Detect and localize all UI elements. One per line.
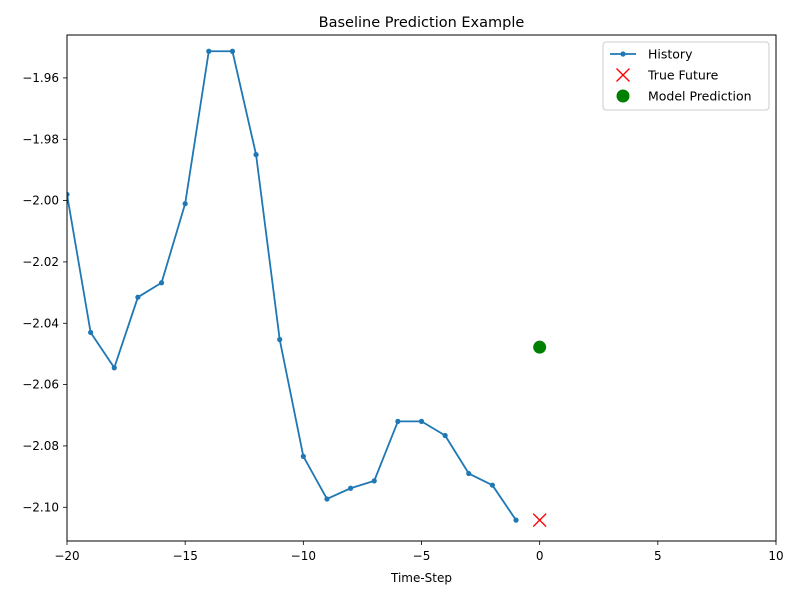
- history-line: [67, 50, 517, 521]
- x-tick-label: −10: [291, 549, 316, 563]
- legend-box: [602, 41, 770, 111]
- x-tick-label: 0: [536, 549, 544, 563]
- history-point: [158, 280, 165, 286]
- history-point: [513, 517, 519, 523]
- history-point: [442, 432, 448, 439]
- x-tick-label: 5: [654, 549, 662, 563]
- x-tick-label: −20: [54, 549, 79, 563]
- legend-model-prediction-label: Model Prediction: [648, 89, 752, 104]
- x-axis-label: Time-Step: [390, 571, 452, 585]
- axis-ticks: −20 −15 −10 −5 0 5 10 −1.96 −1.98 −2.00 −2.02 −2.04…: [22, 71, 783, 563]
- history-point: [489, 482, 495, 488]
- history-point: [111, 365, 117, 371]
- y-tick-label: −2.06: [22, 378, 59, 392]
- plot-area: [67, 48, 547, 528]
- y-tick-label: −1.98: [22, 132, 59, 146]
- history-point: [206, 48, 212, 54]
- legend-true-future-swatch: [616, 68, 630, 82]
- y-tick-label: −2.02: [22, 255, 59, 269]
- history-point: [371, 478, 377, 484]
- history-point: [466, 470, 472, 477]
- legend-history-swatch-marker: [620, 51, 626, 57]
- history-point: [67, 191, 70, 198]
- y-tick-label: −2.00: [22, 194, 59, 208]
- history-point: [253, 152, 259, 158]
- y-tick-label: −2.08: [22, 439, 59, 453]
- legend-true-future-label: True Future: [647, 68, 719, 83]
- legend-history-label: History: [648, 47, 693, 62]
- history-point: [418, 418, 425, 424]
- chart-title: Baseline Prediction Example: [319, 15, 525, 31]
- model-prediction-marker: [533, 340, 547, 354]
- history-point: [229, 48, 236, 54]
- legend: History True Future Model Prediction: [602, 41, 770, 111]
- x-tick-label: −5: [413, 549, 431, 563]
- plot-series: [67, 48, 547, 528]
- y-tick-label: −1.96: [22, 71, 59, 85]
- history-point: [182, 201, 188, 207]
- y-tick-label: −2.10: [22, 500, 59, 514]
- y-tick-label: −2.04: [22, 316, 59, 330]
- x-tick-label: 10: [768, 549, 783, 563]
- history-point: [277, 336, 283, 343]
- history-point: [88, 329, 94, 336]
- history-point: [300, 453, 306, 459]
- legend-model-prediction-swatch: [616, 89, 630, 103]
- true-future-marker: [532, 513, 547, 528]
- x-tick-label: −15: [173, 549, 198, 563]
- history-point: [395, 418, 401, 424]
- history-point: [324, 496, 330, 502]
- history-point: [348, 485, 354, 491]
- history-point: [135, 294, 141, 300]
- true-future-marker-stroke: [532, 513, 547, 528]
